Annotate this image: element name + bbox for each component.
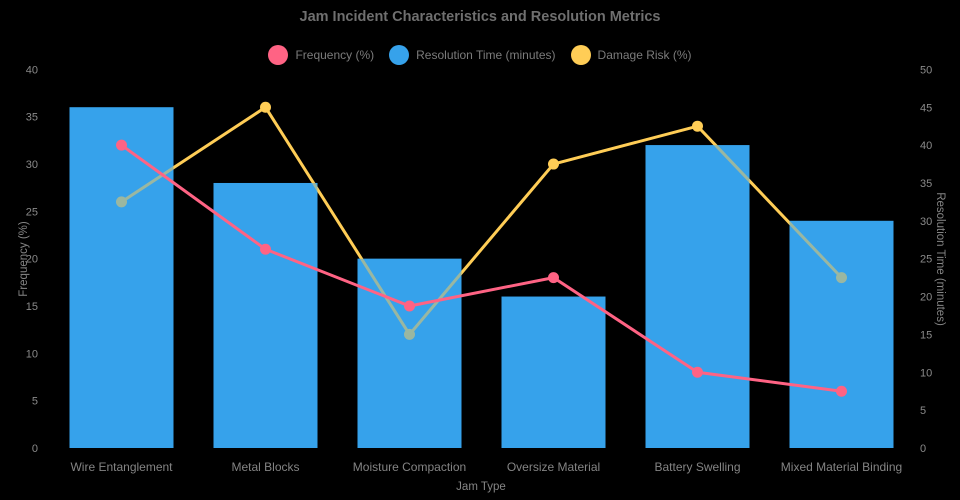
point-damage-risk-mixed-material-binding[interactable]: [836, 272, 847, 284]
point-damage-risk-battery-swelling[interactable]: [692, 120, 703, 132]
legend-swatch-icon: [570, 45, 591, 65]
line-frequency: [116, 139, 847, 397]
chart-legend: Frequency (%) Resolution Time (minutes) Da…: [0, 45, 960, 65]
right-tick-50: 50: [920, 64, 932, 76]
left-tick-0: 0: [32, 443, 38, 455]
legend-swatch-icon: [268, 45, 289, 65]
category-label-moisture-compaction: Moisture Compaction: [353, 460, 466, 474]
left-tick-15: 15: [26, 301, 38, 313]
left-tick-35: 35: [26, 112, 38, 124]
right-tick-45: 45: [920, 102, 932, 114]
x-axis-title: Jam Type: [456, 481, 506, 493]
right-tick-15: 15: [920, 329, 932, 341]
category-label-battery-swelling: Battery Swelling: [654, 460, 740, 474]
line-frequency-path: [120, 143, 842, 393]
point-frequency-mixed-material-binding[interactable]: [836, 385, 847, 397]
category-label-oversize-material: Oversize Material: [507, 460, 600, 474]
legend-label: Damage Risk (%): [597, 48, 692, 62]
left-tick-10: 10: [26, 348, 38, 360]
category-labels: Wire Entanglement Metal Blocks Moisture Co…: [70, 460, 902, 474]
chart-title: Jam Incident Characteristics and Resolut…: [299, 9, 661, 25]
right-tick-10: 10: [920, 367, 932, 379]
point-damage-risk-moisture-compaction[interactable]: [404, 328, 415, 340]
right-tick-35: 35: [920, 178, 932, 190]
left-tick-40: 40: [26, 64, 38, 76]
bar-mixed-material-binding[interactable]: [789, 220, 894, 448]
legend-item-damage-risk[interactable]: Damage Risk (%): [570, 45, 692, 65]
bar-moisture-compaction[interactable]: [357, 258, 462, 448]
point-frequency-battery-swelling[interactable]: [692, 366, 703, 378]
point-frequency-moisture-compaction[interactable]: [404, 300, 415, 312]
point-damage-risk-wire-entanglement[interactable]: [116, 196, 127, 208]
left-tick-25: 25: [26, 206, 38, 218]
category-label-wire-entanglement: Wire Entanglement: [70, 460, 173, 474]
right-tick-0: 0: [920, 443, 926, 455]
right-tick-30: 30: [920, 216, 932, 228]
bar-oversize-material[interactable]: [501, 296, 606, 448]
point-frequency-wire-entanglement[interactable]: [116, 139, 127, 151]
bar-wire-entanglement[interactable]: [69, 107, 174, 448]
right-tick-25: 25: [920, 254, 932, 266]
category-label-mixed-material-binding: Mixed Material Binding: [781, 460, 902, 474]
point-frequency-metal-blocks[interactable]: [260, 243, 271, 255]
legend-label: Frequency (%): [295, 48, 375, 62]
bars-base: [69, 107, 894, 449]
bar-battery-swelling[interactable]: [645, 145, 750, 448]
legend-swatch-icon: [389, 45, 410, 65]
left-tick-5: 5: [32, 396, 38, 408]
left-axis-title: Frequency (%): [18, 221, 30, 297]
legend-label: Resolution Time (minutes): [416, 48, 556, 62]
left-axis-ticks: 0 5 10 15 20 25 30 35 40: [26, 64, 38, 455]
category-label-metal-blocks: Metal Blocks: [231, 460, 299, 474]
point-frequency-oversize-material[interactable]: [548, 272, 559, 284]
bars-blend-overlay: [69, 107, 894, 449]
right-tick-20: 20: [920, 292, 932, 304]
right-tick-5: 5: [920, 405, 926, 417]
right-tick-40: 40: [920, 140, 932, 152]
right-axis-ticks: 0 5 10 15 20 25 30 35 40 45 50: [920, 64, 932, 455]
right-axis-title: Resolution Time (minutes): [934, 192, 946, 326]
legend-item-frequency[interactable]: Frequency (%): [268, 45, 374, 65]
point-damage-risk-oversize-material[interactable]: [548, 158, 559, 170]
point-damage-risk-metal-blocks[interactable]: [260, 101, 271, 113]
legend-item-resolution-time-minutes[interactable]: Resolution Time (minutes): [389, 45, 556, 65]
left-tick-30: 30: [26, 159, 38, 171]
left-tick-20: 20: [26, 254, 38, 266]
